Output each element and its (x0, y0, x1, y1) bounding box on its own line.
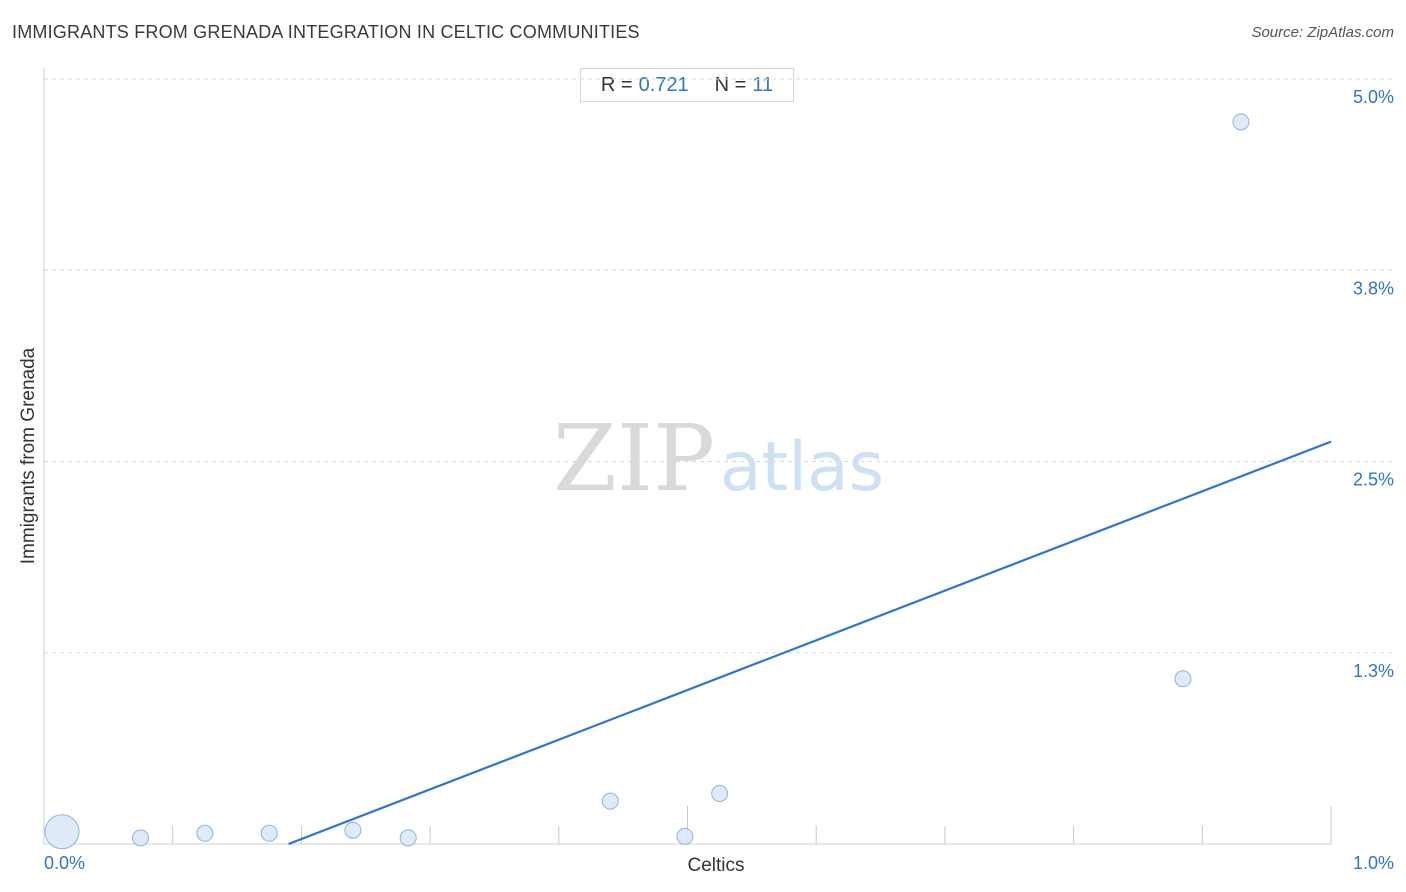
chart-title: IMMIGRANTS FROM GRENADA INTEGRATION IN C… (12, 22, 640, 42)
x-tick-label-min: 0.0% (44, 853, 85, 873)
data-point (196, 824, 214, 842)
watermark: ZIP atlas (553, 405, 884, 512)
watermark-atlas: atlas (720, 428, 884, 507)
data-point (132, 829, 150, 847)
watermark-zip: ZIP (553, 405, 715, 512)
data-point (344, 821, 362, 839)
y-tick-labels: 5.0% 3.8% 2.5% 1.3% (1353, 87, 1394, 681)
x-tick-label-max: 1.0% (1353, 853, 1394, 873)
data-point (399, 829, 417, 847)
x-tick-marks (172, 806, 1332, 844)
y-tick-label: 1.3% (1353, 661, 1394, 681)
data-point (44, 814, 80, 850)
y-tick-label: 2.5% (1353, 470, 1394, 490)
data-point (1232, 113, 1250, 131)
y-tick-label: 5.0% (1353, 87, 1394, 107)
source-label: Source: ZipAtlas.com (1251, 24, 1394, 41)
data-points (44, 113, 1250, 850)
n-label: N = (714, 73, 747, 96)
data-point (601, 792, 619, 810)
trend-line (288, 440, 1332, 846)
gridlines (44, 78, 1394, 654)
data-point (676, 827, 694, 845)
y-axis-label: Immigrants from Grenada (18, 347, 39, 564)
data-point (1174, 670, 1192, 688)
y-tick-label: 3.8% (1353, 278, 1394, 298)
data-point (260, 824, 278, 842)
x-axis-label: Celtics (687, 855, 744, 876)
r-label: R = (600, 73, 633, 96)
data-point (711, 785, 729, 803)
